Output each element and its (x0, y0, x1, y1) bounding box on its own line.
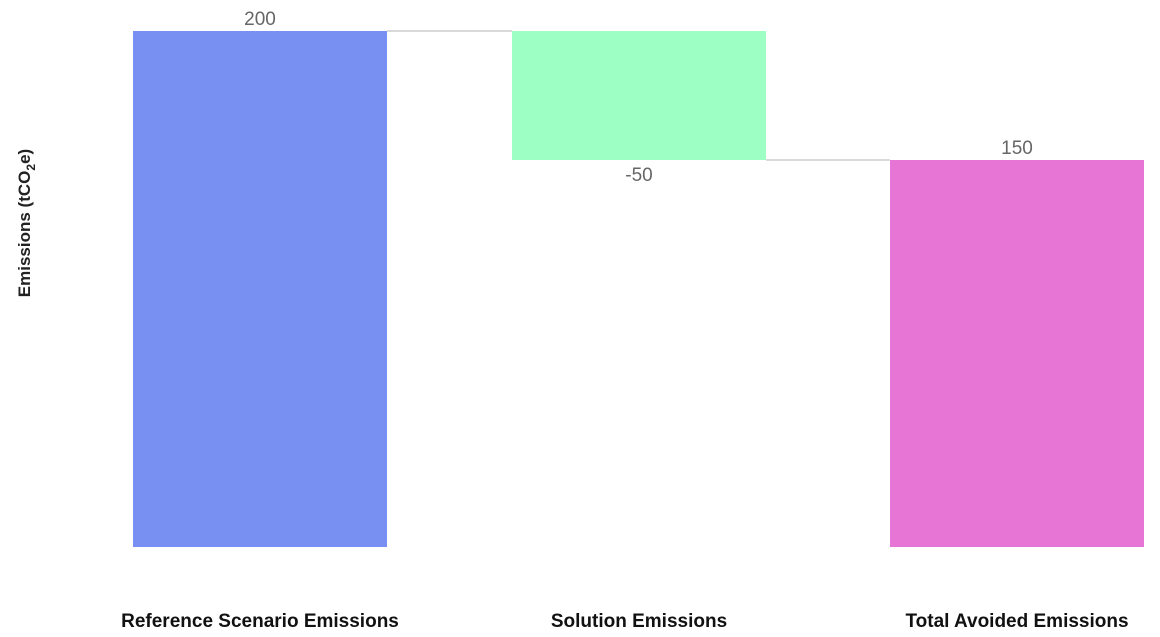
bar-reference-scenario-emissions (133, 31, 387, 547)
data-label-reference-scenario-emissions: 200 (244, 9, 276, 30)
data-labels-group: 200 -50 150 (244, 9, 1033, 186)
bar-total-avoided-emissions (890, 160, 1144, 547)
data-label-solution-emissions: -50 (625, 165, 652, 186)
data-label-total-avoided-emissions: 150 (1001, 138, 1033, 159)
bar-solution-emissions (512, 31, 766, 160)
y-axis-label: Emissions (tCO2e) (15, 149, 38, 297)
category-labels-group: Reference Scenario Emissions Solution Emi… (121, 611, 1128, 632)
category-label-total-avoided-emissions: Total Avoided Emissions (905, 611, 1128, 632)
connector-lines (387, 30, 890, 161)
bars-group (133, 31, 1144, 547)
category-label-reference-scenario-emissions: Reference Scenario Emissions (121, 611, 399, 632)
category-label-solution-emissions: Solution Emissions (551, 611, 727, 632)
